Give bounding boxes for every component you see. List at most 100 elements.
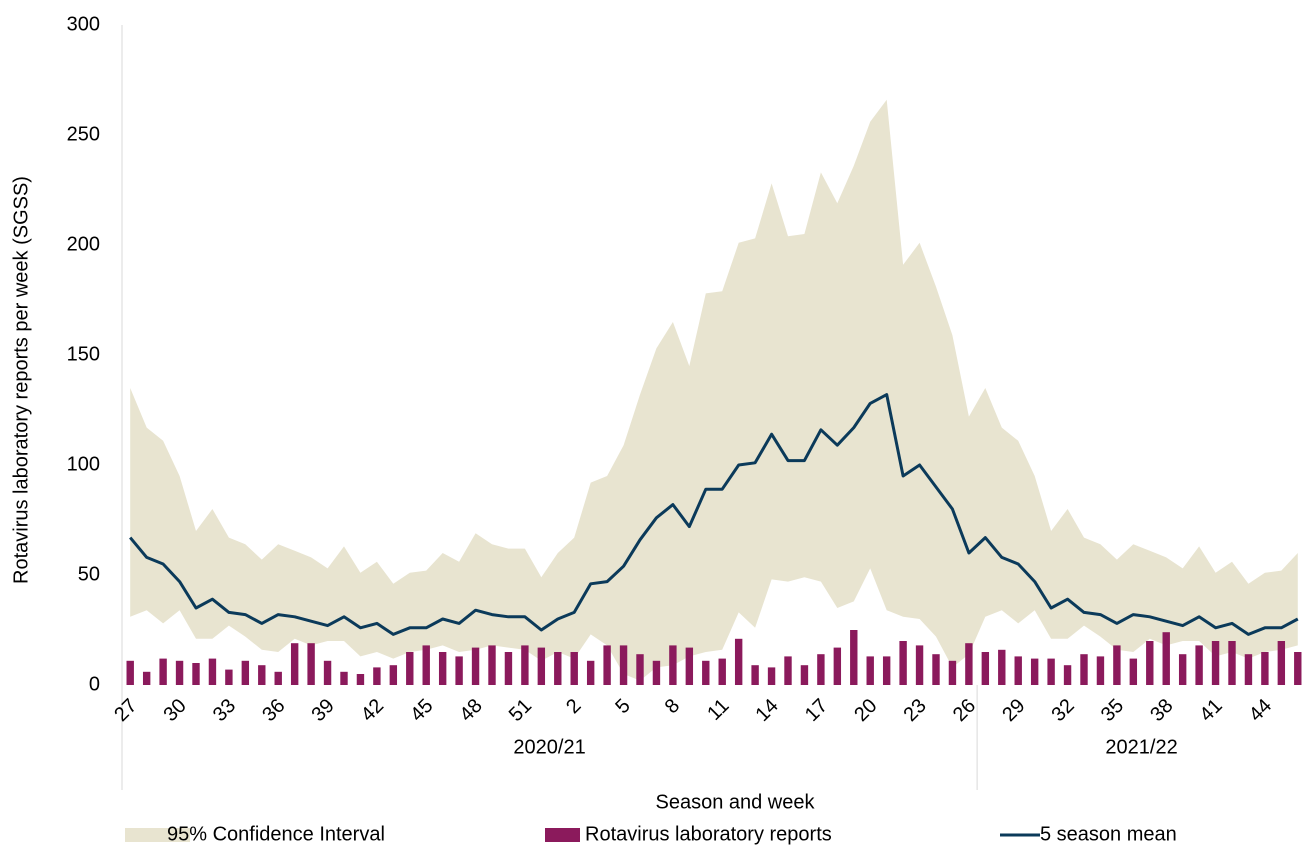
bar [899, 641, 907, 685]
x-tick-label: 35 [1097, 695, 1128, 726]
x-tick-label: 36 [258, 695, 289, 726]
bar [142, 671, 151, 685]
bar [1080, 654, 1088, 685]
bar [1195, 645, 1203, 685]
bar [1162, 632, 1170, 685]
x-tick-label: 27 [110, 695, 141, 726]
legend-label: 5 season mean [1040, 823, 1177, 845]
bar [373, 667, 381, 685]
bar [1030, 658, 1039, 685]
bar [932, 654, 940, 685]
y-tick-label: 300 [67, 13, 100, 35]
legend-swatch [545, 828, 580, 842]
bar [948, 660, 957, 685]
y-tick-label: 250 [67, 123, 100, 145]
bar [225, 669, 233, 685]
y-tick-label: 50 [78, 563, 100, 585]
bar [833, 647, 842, 685]
bar [175, 660, 184, 685]
bar [1211, 641, 1220, 685]
x-tick-label: 11 [703, 695, 733, 725]
bar [734, 638, 743, 685]
x-tick-label: 30 [160, 695, 191, 726]
y-tick-label: 150 [67, 343, 100, 365]
group-label: 2020/21 [513, 736, 585, 758]
bar [800, 665, 809, 685]
bar [981, 652, 990, 685]
x-tick-label: 38 [1146, 695, 1177, 726]
confidence-band [130, 99, 1298, 681]
x-tick-label: 23 [900, 695, 931, 726]
group-label: 2021/22 [1105, 736, 1177, 758]
x-tick-label: 45 [406, 695, 437, 726]
bar [1228, 641, 1236, 685]
bar [455, 656, 463, 685]
bar [340, 671, 348, 685]
bar [570, 652, 578, 685]
legend-swatch [125, 828, 190, 842]
bar [241, 660, 250, 685]
bar [603, 645, 611, 685]
bar [537, 647, 546, 685]
bar [685, 647, 694, 685]
bar [998, 649, 1006, 685]
bar [159, 658, 167, 685]
bar [718, 658, 726, 685]
x-tick-label: 20 [850, 695, 881, 726]
bar [406, 652, 414, 685]
bar [1261, 652, 1269, 685]
bar [422, 645, 430, 685]
x-tick-label: 41 [1196, 695, 1227, 726]
bar [767, 667, 776, 685]
x-tick-label: 2 [562, 695, 585, 718]
x-tick-label: 26 [949, 695, 980, 726]
bar [488, 645, 496, 685]
bar [1014, 656, 1022, 685]
y-tick-label: 100 [67, 453, 100, 475]
bar [751, 665, 759, 685]
bar [882, 656, 891, 685]
bar [307, 643, 315, 685]
bar [702, 660, 710, 685]
x-tick-label: 14 [752, 695, 783, 726]
x-tick-label: 17 [801, 695, 832, 726]
bar [290, 643, 299, 685]
bar [1178, 654, 1187, 685]
bar [866, 656, 874, 685]
bar [1096, 656, 1105, 685]
x-tick-label: 8 [661, 695, 684, 718]
bar [619, 645, 628, 685]
bar [1129, 658, 1138, 685]
bar [669, 645, 677, 685]
x-tick-label: 5 [611, 695, 634, 718]
bar [1063, 665, 1072, 685]
bar [784, 656, 792, 685]
bar [554, 652, 562, 685]
bar [323, 660, 332, 685]
bar [850, 630, 858, 685]
bar [438, 652, 447, 685]
bar [1146, 641, 1154, 685]
bar [356, 674, 365, 685]
bar [504, 652, 513, 685]
bar [586, 660, 595, 685]
x-tick-label: 33 [209, 695, 240, 726]
x-tick-label: 29 [998, 695, 1029, 726]
y-tick-label: 0 [89, 673, 100, 695]
mean-line [129, 393, 1299, 636]
bar [521, 645, 529, 685]
bar [471, 647, 480, 685]
bar [1277, 641, 1286, 685]
bar [817, 654, 825, 685]
x-tick-label: 42 [357, 695, 388, 726]
bar [258, 665, 266, 685]
x-tick-label: 48 [456, 695, 487, 726]
bar [1244, 654, 1253, 685]
y-axis-title: Rotavirus laboratory reports per week (S… [10, 176, 32, 584]
x-tick-label: 39 [308, 695, 339, 726]
bar [1113, 645, 1121, 685]
x-axis-title: Season and week [655, 791, 815, 813]
x-tick-label: 44 [1245, 695, 1276, 726]
bar [652, 660, 661, 685]
